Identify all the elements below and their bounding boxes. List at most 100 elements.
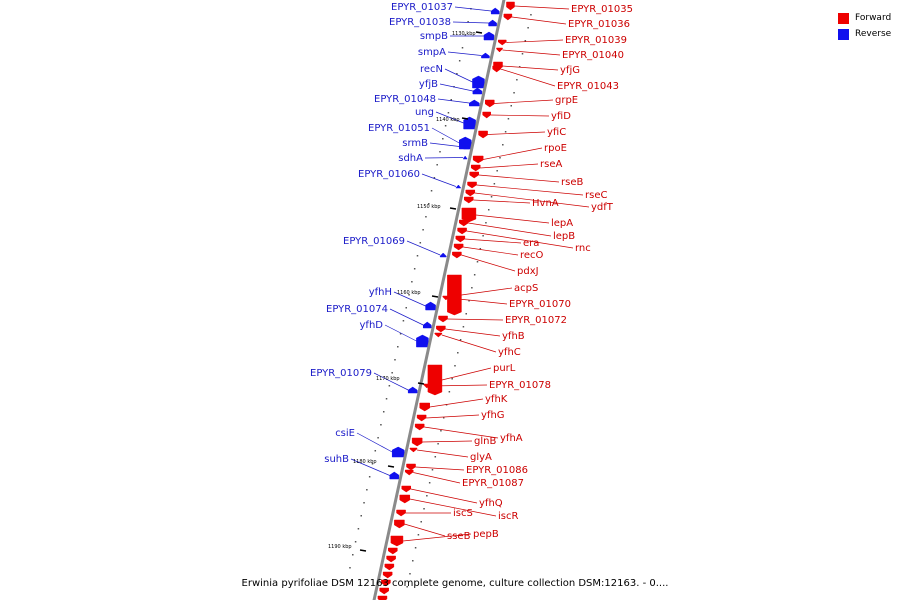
leader-line bbox=[466, 230, 574, 249]
forward-gene-feature bbox=[436, 325, 446, 333]
leader-line bbox=[447, 51, 482, 56]
gene-label-forward: EPYR_01078 bbox=[489, 380, 551, 391]
forward-gene-feature bbox=[464, 196, 474, 204]
forward-gene-feature bbox=[419, 402, 430, 412]
gene-label-forward: grpE bbox=[555, 95, 578, 106]
forward-gene-feature bbox=[438, 315, 448, 323]
axis-dot bbox=[436, 164, 438, 166]
axis-dot bbox=[419, 242, 422, 244]
forward-gene-feature bbox=[390, 535, 404, 547]
leader-line bbox=[373, 372, 409, 391]
leader-line bbox=[424, 157, 464, 159]
axis-dot bbox=[476, 261, 479, 263]
leader-line bbox=[447, 318, 504, 321]
axis-dot bbox=[439, 151, 441, 153]
gene-label-forward: yfhG bbox=[481, 410, 505, 421]
leader-line bbox=[441, 334, 497, 353]
leader-line bbox=[500, 68, 556, 87]
axis-dot bbox=[354, 541, 357, 543]
forward-gene-feature bbox=[457, 227, 467, 235]
gene-label-forward: yfhC bbox=[498, 347, 521, 358]
leader-line bbox=[487, 131, 546, 135]
forward-gene-feature bbox=[404, 469, 414, 476]
gene-label-reverse: EPYR_01079 bbox=[310, 368, 372, 379]
gene-label-reverse: EPYR_01060 bbox=[358, 169, 420, 180]
leader-line bbox=[461, 287, 513, 296]
gene-label-forward: sseB bbox=[447, 531, 471, 542]
leader-line bbox=[435, 111, 464, 124]
leader-line bbox=[494, 99, 554, 104]
leader-line bbox=[502, 65, 559, 71]
forward-gene-feature bbox=[506, 1, 515, 11]
axis-dot bbox=[440, 430, 442, 432]
leader-line bbox=[402, 533, 472, 542]
gene-label-forward: rpoE bbox=[544, 143, 567, 154]
gene-label-forward: ydfT bbox=[591, 202, 614, 213]
leader-line bbox=[464, 238, 522, 244]
axis-dot bbox=[409, 573, 411, 575]
forward-gene-feature bbox=[442, 295, 450, 301]
axis-dot bbox=[493, 183, 496, 185]
axis-dot bbox=[349, 567, 351, 569]
gene-label-reverse: recN bbox=[420, 64, 443, 75]
axis-dot bbox=[485, 222, 487, 224]
leader-line bbox=[468, 222, 552, 237]
kbp-labels: 1130 kbp 1140 kbp 1150 kbp 1160 kbp 1170 kbp… bbox=[328, 31, 483, 552]
axis-dot bbox=[518, 66, 521, 68]
kbp-label: 1160 kbp bbox=[397, 290, 421, 296]
forward-gene-feature bbox=[465, 189, 476, 197]
axis-dot bbox=[451, 378, 453, 380]
forward-gene-feature bbox=[399, 494, 411, 504]
reverse-gene-feature bbox=[472, 87, 483, 95]
forward-gene-feature bbox=[478, 130, 488, 139]
gene-features bbox=[377, 1, 515, 600]
leader-line bbox=[461, 254, 516, 272]
forward-gene-feature bbox=[498, 39, 507, 46]
axis-dot bbox=[482, 235, 484, 237]
gene-label-forward: yfhK bbox=[485, 394, 508, 405]
gene-label-reverse: csiE bbox=[335, 428, 355, 439]
axis-dot bbox=[530, 14, 532, 16]
gene-label-forward: EPYR_01070 bbox=[509, 299, 571, 310]
axis-dot bbox=[374, 450, 377, 452]
leader-line bbox=[444, 68, 473, 83]
leader-line bbox=[463, 246, 519, 256]
axis-dot bbox=[448, 391, 451, 393]
leader-line bbox=[415, 466, 465, 471]
forward-gene-feature bbox=[469, 171, 479, 179]
gene-label-reverse: sdhA bbox=[398, 153, 423, 164]
axis-dot bbox=[411, 281, 413, 283]
leader-line bbox=[422, 440, 473, 443]
gene-label-forward: pepB bbox=[473, 529, 499, 540]
gene-label-forward: EPYR_01036 bbox=[568, 19, 630, 30]
leader-line bbox=[429, 398, 484, 408]
axis-dot bbox=[468, 300, 470, 302]
axis-dot bbox=[405, 307, 407, 309]
leader-line bbox=[441, 367, 492, 381]
forward-gene-feature bbox=[384, 563, 395, 571]
axis-dot bbox=[399, 333, 402, 335]
leader-line bbox=[490, 114, 550, 117]
forward-gene-feature bbox=[472, 155, 484, 164]
axis-dot bbox=[473, 274, 476, 276]
reverse-gene-feature bbox=[455, 184, 462, 189]
gene-label-reverse: EPYR_01038 bbox=[389, 17, 451, 28]
leader-line bbox=[429, 142, 464, 148]
reverse-gene-feature bbox=[463, 144, 470, 150]
axis-dot bbox=[459, 339, 462, 341]
kbp-label: 1180 kbp bbox=[353, 459, 377, 465]
label-leader-lines bbox=[350, 5, 590, 542]
gene-label-reverse: srmB bbox=[402, 138, 428, 149]
gene-label-forward: EPYR_01043 bbox=[557, 81, 619, 92]
forward-gene-feature bbox=[379, 587, 389, 595]
axis-dot bbox=[521, 53, 524, 55]
axis-dot bbox=[422, 229, 424, 231]
leader-line bbox=[478, 174, 560, 183]
gene-label-forward: recO bbox=[520, 250, 544, 261]
leader-line bbox=[426, 414, 480, 419]
forward-gene-feature bbox=[386, 555, 396, 563]
leader-line bbox=[416, 449, 469, 458]
gene-label-forward: EPYR_01039 bbox=[565, 35, 627, 46]
axis-dot bbox=[471, 287, 473, 289]
forward-gene-feature bbox=[382, 571, 393, 579]
